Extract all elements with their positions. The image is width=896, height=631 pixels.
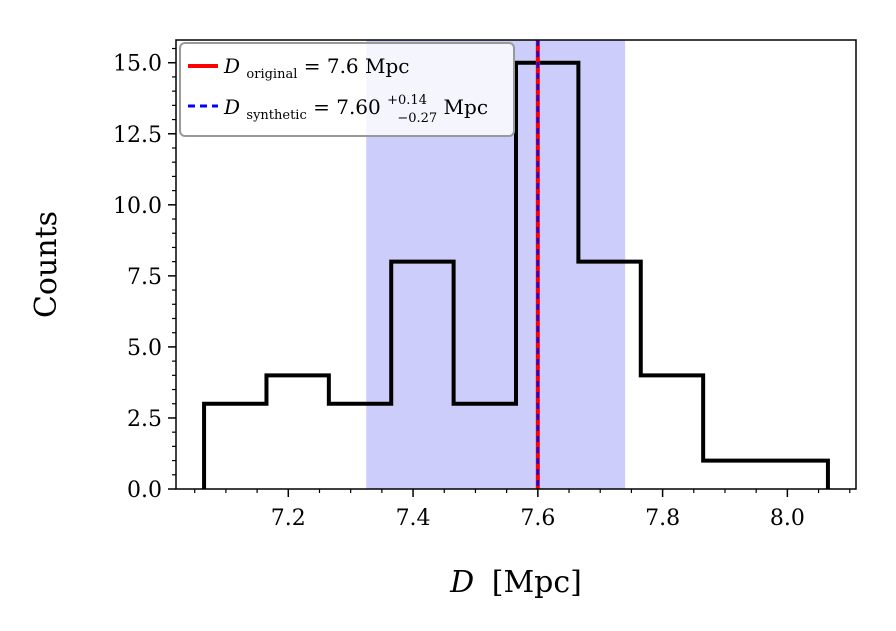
y-tick-label: 15.0: [113, 52, 162, 77]
legend-original-eq: = 7.6 Mpc: [304, 54, 410, 78]
y-tick-label: 2.5: [127, 407, 162, 432]
x-axis-ticks: 7.2 7.4 7.6 7.8 8.0: [194, 489, 851, 531]
y-axis-label: Counts: [29, 211, 64, 318]
legend-original-sub: original: [246, 67, 297, 82]
y-tick-label: 12.5: [113, 123, 162, 148]
x-tick-label: 7.6: [520, 506, 555, 531]
legend-synthetic-sub-err: −0.27: [397, 111, 437, 126]
x-tick-label: 7.2: [271, 506, 306, 531]
x-axis-label: D [Mpc]: [449, 565, 582, 600]
legend-entry-original: D original = 7.6 Mpc: [223, 54, 410, 83]
y-tick-label: 7.5: [127, 265, 162, 290]
legend-synthetic-eq: = 7.60: [313, 95, 381, 119]
legend: D original = 7.6 Mpc D synthetic = 7.60 …: [179, 42, 515, 137]
legend-synthetic-unit: Mpc: [444, 95, 488, 119]
legend-entry-synthetic: D synthetic = 7.60 +0.14 −0.27 Mpc: [223, 85, 488, 127]
y-axis-ticks: 0.0 2.5 5.0 7.5 10.0 12.5 15.0: [113, 47, 176, 503]
legend-synthetic-var: D: [223, 95, 240, 119]
y-tick-label: 10.0: [113, 194, 162, 219]
x-axis-label-unit: [Mpc]: [492, 565, 582, 600]
plot-frame: [175, 39, 857, 490]
x-tick-label: 8.0: [770, 506, 805, 531]
x-tick-label: 7.4: [396, 506, 431, 531]
legend-synthetic-sup-err: +0.14: [387, 93, 427, 108]
legend-synthetic-sub: synthetic: [246, 108, 306, 123]
x-axis-label-var: D: [449, 565, 474, 600]
y-tick-label: 0.0: [127, 478, 162, 503]
histogram-step-outline: [202, 60, 830, 489]
legend-box: [179, 42, 515, 137]
x-tick-label: 7.8: [645, 506, 680, 531]
y-tick-label: 5.0: [127, 336, 162, 361]
legend-original-var: D: [223, 54, 240, 78]
